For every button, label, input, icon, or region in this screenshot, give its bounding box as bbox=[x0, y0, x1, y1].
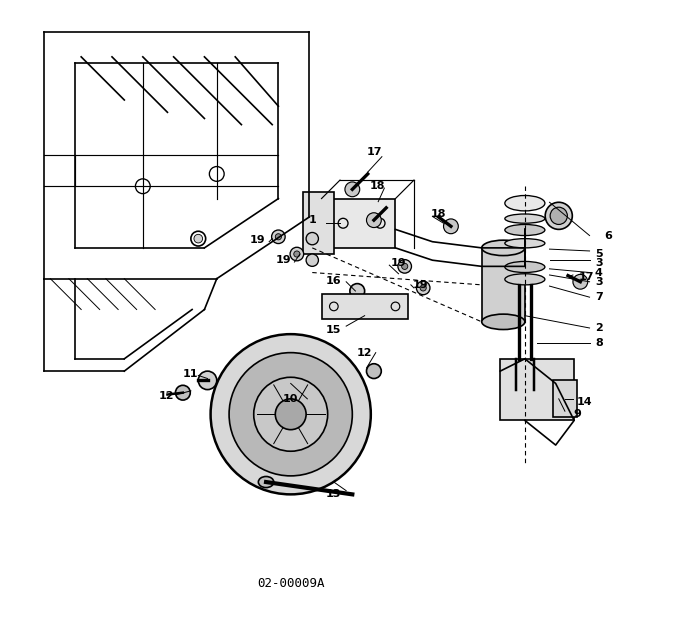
Circle shape bbox=[275, 234, 282, 240]
Text: 18: 18 bbox=[431, 209, 446, 219]
Text: 19: 19 bbox=[412, 280, 428, 290]
Ellipse shape bbox=[505, 274, 545, 285]
Circle shape bbox=[271, 230, 285, 243]
Circle shape bbox=[306, 233, 318, 245]
Circle shape bbox=[367, 364, 381, 378]
Bar bbox=[322, 294, 408, 319]
Circle shape bbox=[211, 334, 371, 495]
Circle shape bbox=[275, 399, 306, 430]
Circle shape bbox=[420, 285, 426, 291]
Text: 19: 19 bbox=[275, 255, 291, 265]
FancyBboxPatch shape bbox=[500, 359, 574, 420]
Text: 12: 12 bbox=[158, 391, 174, 400]
Circle shape bbox=[573, 274, 588, 289]
Text: 19: 19 bbox=[391, 258, 407, 268]
Text: 12: 12 bbox=[357, 348, 373, 358]
Circle shape bbox=[306, 254, 318, 266]
Text: 15: 15 bbox=[326, 325, 341, 335]
Circle shape bbox=[175, 385, 190, 400]
Circle shape bbox=[398, 259, 411, 273]
Text: 13: 13 bbox=[326, 490, 341, 500]
Text: 1: 1 bbox=[309, 215, 316, 225]
Text: 6: 6 bbox=[604, 230, 612, 241]
Circle shape bbox=[345, 182, 360, 197]
Text: 16: 16 bbox=[326, 275, 341, 285]
Text: 2: 2 bbox=[595, 323, 602, 333]
Text: 5: 5 bbox=[595, 249, 602, 259]
Bar bbox=[303, 193, 334, 254]
Circle shape bbox=[402, 263, 408, 269]
Text: 10: 10 bbox=[283, 394, 299, 404]
Text: 4: 4 bbox=[595, 267, 602, 277]
Ellipse shape bbox=[505, 225, 545, 236]
Circle shape bbox=[550, 207, 567, 225]
Circle shape bbox=[229, 353, 352, 476]
Text: 19: 19 bbox=[250, 235, 265, 246]
Ellipse shape bbox=[505, 239, 545, 248]
Circle shape bbox=[194, 235, 203, 243]
Text: 18: 18 bbox=[370, 181, 386, 191]
Circle shape bbox=[443, 219, 458, 234]
Text: 3: 3 bbox=[595, 277, 602, 287]
Ellipse shape bbox=[481, 314, 525, 329]
Circle shape bbox=[199, 371, 217, 389]
Text: 02-00009A: 02-00009A bbox=[257, 577, 324, 590]
Text: 8: 8 bbox=[595, 339, 602, 348]
Ellipse shape bbox=[258, 477, 274, 488]
Circle shape bbox=[416, 281, 430, 295]
Ellipse shape bbox=[481, 240, 525, 256]
Text: 17: 17 bbox=[367, 147, 382, 157]
Circle shape bbox=[290, 247, 304, 261]
Text: 17: 17 bbox=[579, 272, 594, 282]
Bar bbox=[481, 248, 525, 322]
FancyBboxPatch shape bbox=[553, 380, 577, 417]
Ellipse shape bbox=[505, 196, 545, 211]
Circle shape bbox=[350, 284, 364, 298]
Text: 9: 9 bbox=[573, 409, 581, 419]
Circle shape bbox=[545, 202, 573, 230]
FancyBboxPatch shape bbox=[322, 199, 396, 248]
Text: 11: 11 bbox=[183, 369, 199, 379]
Text: 3: 3 bbox=[595, 258, 602, 268]
Ellipse shape bbox=[505, 214, 545, 223]
Text: 7: 7 bbox=[595, 292, 602, 302]
Ellipse shape bbox=[505, 261, 545, 272]
Circle shape bbox=[254, 378, 328, 451]
Circle shape bbox=[294, 251, 300, 257]
Circle shape bbox=[367, 213, 381, 228]
Text: 14: 14 bbox=[577, 397, 592, 407]
